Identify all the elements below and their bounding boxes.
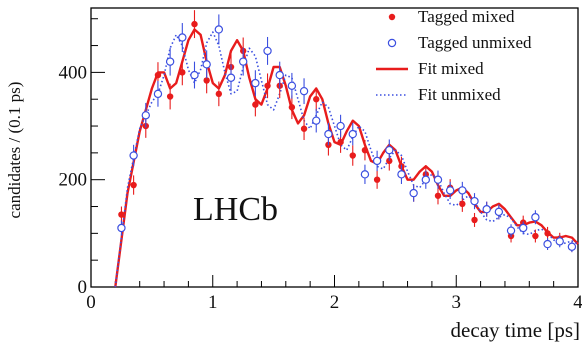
y-tick-label: 400 [59,62,88,83]
y-tick-label: 0 [78,277,88,298]
data-point-tagged-mixed [471,216,478,224]
data-point-tagged-mixed [191,20,198,28]
data-point-tagged-mixed [252,101,259,108]
data-point-tagged-unmixed [445,186,455,195]
data-point-tagged-unmixed [543,239,552,249]
data-point-tagged-mixed [544,230,551,237]
x-tick-label: 1 [208,292,218,313]
data-point-tagged-mixed [434,192,442,199]
data-point-tagged-unmixed [385,145,394,155]
data-point-tagged-unmixed [421,175,431,184]
data-point-tagged-unmixed [433,175,443,184]
data-point-tagged-mixed [179,69,186,76]
data-point-tagged-unmixed [470,196,479,206]
data-point-tagged-mixed [300,125,308,132]
legend: Tagged mixed Tagged unmixed Fit mixed Fit u… [376,7,532,104]
y-tick-label: 200 [59,170,88,191]
data-point-tagged-unmixed [494,207,504,217]
data-point-tagged-unmixed [165,57,175,66]
data-point-tagged-unmixed [348,129,357,139]
x-tick-label: 3 [452,292,462,313]
y-axis-label: candidates / (0.1 ps) [5,82,24,219]
data-point-tagged-unmixed [360,170,370,179]
data-point-tagged-unmixed [117,223,126,233]
data-point-tagged-mixed [215,90,223,98]
data-point-tagged-unmixed [178,33,187,42]
data-point-tagged-unmixed [531,213,540,222]
data-point-tagged-unmixed [263,46,272,56]
data-point-tagged-unmixed [519,223,528,233]
data-point-tagged-unmixed [141,111,150,120]
data-point-tagged-unmixed [567,242,577,251]
data-point-tagged-mixed [203,77,210,84]
data-point-tagged-unmixed [129,151,138,160]
data-point-tagged-unmixed [506,226,516,235]
data-point-tagged-mixed [288,104,296,111]
data-point-tagged-mixed [532,232,539,240]
plot-area: 0 1 2 3 4 0 200 400 [59,7,582,313]
data-point-tagged-mixed [154,71,162,79]
data-point-tagged-mixed [337,138,344,146]
x-tick-label: 4 [573,292,582,313]
legend-label-tagged-unmixed: Tagged unmixed [418,33,532,52]
data-point-tagged-unmixed [202,60,211,69]
data-point-tagged-mixed [118,211,125,218]
legend-label-fit-mixed: Fit mixed [418,59,484,78]
data-point-tagged-unmixed [397,170,406,179]
data-point-tagged-mixed [264,82,271,89]
data-point-tagged-mixed [459,200,466,208]
data-point-tagged-mixed [361,146,369,154]
data-point-tagged-unmixed [482,205,491,214]
legend-label-tagged-mixed: Tagged mixed [418,7,515,26]
data-point-tagged-unmixed [287,81,297,90]
data-point-tagged-unmixed [238,57,248,66]
data-point-tagged-mixed [349,152,356,159]
data-point-tagged-mixed [130,181,137,189]
data-point-tagged-unmixed [214,25,224,34]
data-point-tagged-unmixed [324,129,333,139]
data-point-tagged-unmixed [153,89,163,99]
x-axis-label: decay time [ps] [451,318,580,342]
data-point-tagged-unmixed [555,237,564,246]
data-point-tagged-unmixed [299,86,309,96]
legend-label-fit-unmixed: Fit unmixed [418,85,501,104]
data-point-tagged-unmixed [251,78,260,88]
data-point-tagged-unmixed [409,188,418,198]
legend-marker-tagged-unmixed [387,38,397,48]
data-point-tagged-unmixed [275,70,284,80]
x-tick-label: 0 [86,292,96,313]
legend-marker-tagged-mixed [388,13,396,21]
lhcb-watermark: LHCb [193,191,278,228]
data-point-tagged-unmixed [458,186,467,195]
data-point-tagged-mixed [313,96,320,103]
x-tick-label: 2 [330,292,340,313]
data-point-tagged-unmixed [336,121,345,131]
data-point-tagged-unmixed [226,73,236,82]
data-point-tagged-unmixed [372,156,382,166]
data-point-tagged-mixed [373,176,381,183]
series-line-fit-mixed [114,28,579,288]
data-point-tagged-unmixed [312,116,321,125]
data-point-tagged-unmixed [190,70,199,80]
data-point-tagged-mixed [166,93,174,100]
